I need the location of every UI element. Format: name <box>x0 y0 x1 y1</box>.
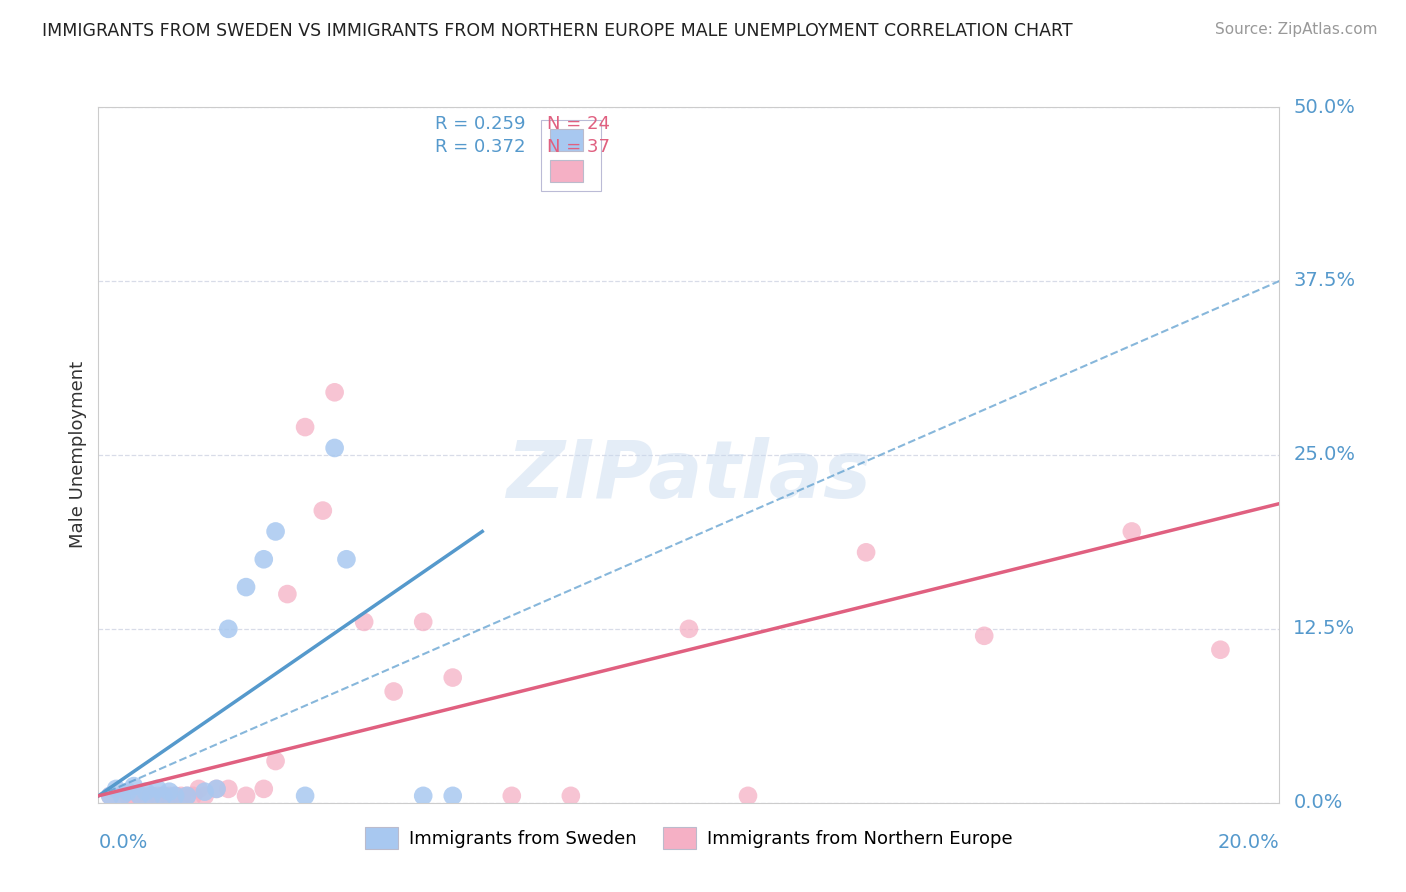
Point <box>312 503 335 517</box>
Text: 0.0%: 0.0% <box>98 833 148 853</box>
Point <box>170 789 193 803</box>
Point <box>165 789 187 803</box>
Point <box>187 781 209 796</box>
Point <box>111 789 134 803</box>
Point <box>176 789 198 803</box>
Point <box>122 779 145 793</box>
Point <box>294 789 316 803</box>
Point <box>217 781 239 796</box>
Point <box>128 789 150 803</box>
Text: R = 0.259: R = 0.259 <box>434 115 526 134</box>
Text: N = 24: N = 24 <box>547 115 610 134</box>
Point <box>335 552 357 566</box>
Point <box>353 615 375 629</box>
Point <box>264 754 287 768</box>
Point <box>128 789 150 803</box>
Point <box>412 615 434 629</box>
Point <box>152 789 174 803</box>
Text: R = 0.372: R = 0.372 <box>434 138 526 156</box>
Point <box>98 789 121 803</box>
Point <box>194 789 217 803</box>
Text: 0.0%: 0.0% <box>1294 793 1343 813</box>
Point <box>122 789 145 803</box>
Point <box>194 785 217 799</box>
Point <box>264 524 287 539</box>
Point <box>165 789 187 803</box>
Point <box>412 789 434 803</box>
Point <box>276 587 298 601</box>
Text: 20.0%: 20.0% <box>1218 833 1279 853</box>
Point <box>235 580 257 594</box>
Point <box>441 789 464 803</box>
Text: IMMIGRANTS FROM SWEDEN VS IMMIGRANTS FROM NORTHERN EUROPE MALE UNEMPLOYMENT CORR: IMMIGRANTS FROM SWEDEN VS IMMIGRANTS FRO… <box>42 22 1073 40</box>
Point <box>176 789 198 803</box>
Point <box>441 671 464 685</box>
Text: 12.5%: 12.5% <box>1294 619 1355 639</box>
Y-axis label: Male Unemployment: Male Unemployment <box>69 361 87 549</box>
Point <box>205 781 228 796</box>
Text: ZIPatlas: ZIPatlas <box>506 437 872 515</box>
Text: 50.0%: 50.0% <box>1294 97 1355 117</box>
Point <box>253 781 276 796</box>
Point <box>855 545 877 559</box>
Point <box>1121 524 1143 539</box>
Point <box>141 789 163 803</box>
Point <box>157 785 180 799</box>
Point <box>323 385 346 400</box>
Point <box>501 789 523 803</box>
Point <box>105 781 128 796</box>
Point <box>1209 642 1232 657</box>
Text: Source: ZipAtlas.com: Source: ZipAtlas.com <box>1215 22 1378 37</box>
Point <box>157 789 180 803</box>
Point <box>737 789 759 803</box>
Point <box>253 552 276 566</box>
Point <box>111 789 134 803</box>
Text: 25.0%: 25.0% <box>1294 445 1355 465</box>
Point <box>152 789 174 803</box>
Legend: Immigrants from Sweden, Immigrants from Northern Europe: Immigrants from Sweden, Immigrants from … <box>359 820 1019 856</box>
Point <box>117 785 139 799</box>
Point <box>135 785 157 799</box>
Point <box>973 629 995 643</box>
Point <box>235 789 257 803</box>
Text: 37.5%: 37.5% <box>1294 271 1355 291</box>
Point <box>560 789 582 803</box>
Point <box>294 420 316 434</box>
Point <box>181 789 204 803</box>
Point <box>135 789 157 803</box>
Point <box>146 789 169 803</box>
Point <box>98 789 121 803</box>
Point <box>678 622 700 636</box>
Point <box>205 781 228 796</box>
Point <box>217 622 239 636</box>
Point <box>323 441 346 455</box>
Point <box>146 781 169 796</box>
Text: N = 37: N = 37 <box>547 138 610 156</box>
Point <box>382 684 405 698</box>
Point <box>117 789 139 803</box>
Point <box>141 789 163 803</box>
